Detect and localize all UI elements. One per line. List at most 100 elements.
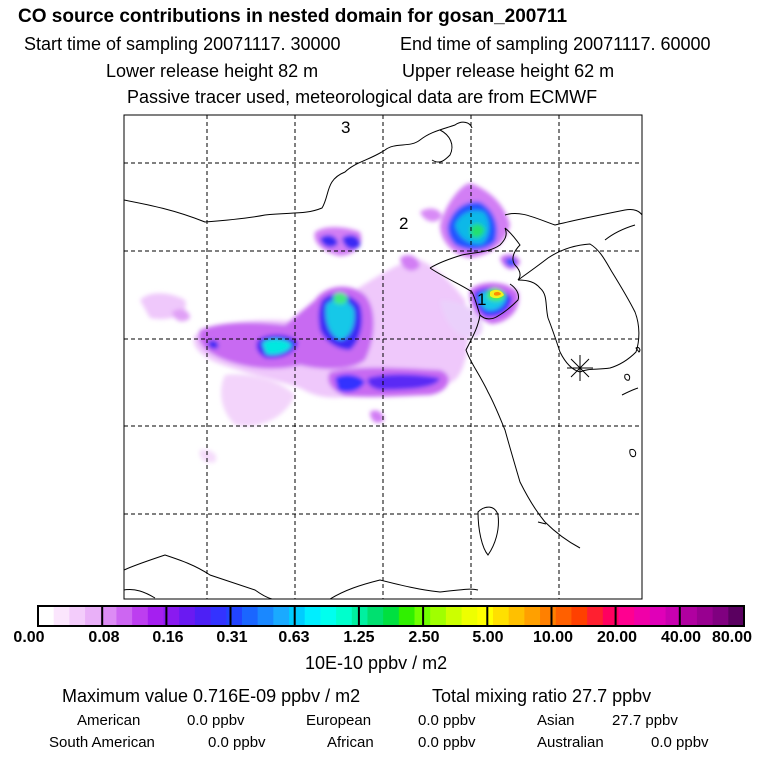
island bbox=[537, 521, 547, 525]
colorbar-cell bbox=[147, 606, 165, 626]
plume-faint bbox=[440, 300, 483, 339]
marker-1: 1 bbox=[477, 290, 486, 309]
marker-2: 2 bbox=[399, 214, 408, 233]
island bbox=[477, 506, 499, 556]
asterisk-receptor-icon bbox=[567, 355, 593, 381]
colorbar-cell bbox=[257, 606, 274, 626]
colorbar-cell bbox=[696, 606, 714, 626]
colorbar-label: 0.00 bbox=[13, 629, 45, 646]
plume-faint bbox=[199, 449, 217, 463]
colorbar-cell bbox=[681, 606, 698, 626]
marker-3: 3 bbox=[341, 118, 350, 137]
colorbar-cell bbox=[461, 606, 478, 626]
border-line bbox=[124, 554, 273, 599]
coastline bbox=[621, 387, 639, 396]
australian-value: 0.0 ppbv bbox=[651, 734, 709, 751]
colorbar-cell bbox=[383, 606, 400, 626]
colorbar-label: 1.25 bbox=[343, 629, 375, 646]
colorbar-label: 10.00 bbox=[532, 629, 574, 646]
colorbar-label: 0.63 bbox=[278, 629, 310, 646]
total-mixing-ratio: Total mixing ratio 27.7 ppbv bbox=[432, 686, 652, 706]
colorbar-cell bbox=[226, 606, 243, 626]
colorbar-cell bbox=[492, 606, 510, 626]
colorbar-cell bbox=[571, 606, 588, 626]
colorbar-cell bbox=[540, 606, 557, 626]
colorbar-cell bbox=[602, 606, 620, 626]
border-line bbox=[504, 209, 642, 226]
plume-cyan bbox=[325, 299, 355, 340]
south-american-value: 0.0 ppbv bbox=[208, 734, 266, 751]
plume-purple bbox=[172, 309, 190, 322]
colorbar-cell bbox=[241, 606, 259, 626]
colorbar-cell bbox=[320, 606, 337, 626]
coastline bbox=[465, 314, 581, 549]
colorbar-label: 0.08 bbox=[88, 629, 120, 646]
korea-coast bbox=[517, 279, 549, 319]
plume-purple bbox=[420, 208, 442, 222]
maximum-value: Maximum value 0.716E-09 ppbv / m2 bbox=[62, 686, 361, 706]
american-label: American bbox=[77, 712, 141, 729]
island bbox=[624, 373, 631, 381]
colorbar-label: 0.31 bbox=[216, 629, 248, 646]
colorbar-cell bbox=[289, 606, 306, 626]
coastline bbox=[604, 224, 636, 241]
colorbar-cell bbox=[665, 606, 682, 626]
border-line bbox=[124, 589, 156, 599]
south-american-label: South American bbox=[49, 734, 155, 751]
colorbar-cell bbox=[179, 606, 196, 626]
colorbar-cell bbox=[649, 606, 667, 626]
colorbar-cell bbox=[618, 606, 635, 626]
colorbar-cell bbox=[38, 606, 55, 626]
start-time: Start time of sampling 20071117. 30000 bbox=[24, 34, 341, 54]
colorbar-cell bbox=[634, 606, 651, 626]
colorbar-cell bbox=[430, 606, 447, 626]
colorbar-cell bbox=[367, 606, 384, 626]
colorbar-cell bbox=[524, 606, 541, 626]
colorbar-cell bbox=[728, 606, 745, 626]
colorbar-label: 5.00 bbox=[472, 629, 504, 646]
plume-blue bbox=[208, 340, 219, 349]
plume-blue bbox=[335, 374, 365, 392]
colorbar-cell bbox=[508, 606, 525, 626]
colorbar-cell bbox=[132, 606, 149, 626]
colorbar-label: 0.16 bbox=[152, 629, 184, 646]
border-line bbox=[124, 121, 473, 223]
colorbar-cell bbox=[210, 606, 227, 626]
plume-cyan bbox=[262, 339, 292, 355]
plume-purple bbox=[400, 255, 420, 271]
colorbar-cell bbox=[194, 606, 212, 626]
colorbar-cell bbox=[69, 606, 86, 626]
grid-lines bbox=[124, 115, 642, 599]
colorbar bbox=[38, 606, 745, 626]
colorbar-cell bbox=[85, 606, 102, 626]
colorbar-cell bbox=[445, 606, 463, 626]
colorbar-cell bbox=[712, 606, 729, 626]
colorbar-unit: 10E-10 ppbv / m2 bbox=[305, 653, 448, 673]
plume-hotspot bbox=[494, 291, 501, 296]
colorbar-cell bbox=[100, 606, 118, 626]
european-label: European bbox=[306, 712, 372, 729]
colorbar-frame bbox=[37, 605, 745, 627]
colorbar-label: 2.50 bbox=[408, 629, 440, 646]
colorbar-label: 20.00 bbox=[596, 629, 638, 646]
coastline-layer bbox=[124, 121, 642, 599]
colorbar-cell bbox=[477, 606, 494, 626]
colorbar-cell bbox=[336, 606, 353, 626]
colorbar-cell bbox=[587, 606, 604, 626]
island bbox=[635, 347, 641, 353]
plume-purple bbox=[370, 410, 384, 423]
plume-layer bbox=[140, 183, 520, 463]
colorbar-label: 80.00 bbox=[711, 629, 753, 646]
colorbar-label: 40.00 bbox=[660, 629, 702, 646]
map-frame bbox=[123, 114, 643, 600]
colorbar-cell bbox=[398, 606, 416, 626]
colorbar-cell bbox=[351, 606, 369, 626]
australian-label: Australian bbox=[537, 734, 604, 751]
plume-faint bbox=[221, 374, 295, 427]
european-value: 0.0 ppbv bbox=[418, 712, 476, 729]
african-value: 0.0 ppbv bbox=[418, 734, 476, 751]
plume-blue bbox=[367, 374, 440, 390]
colorbar-cell bbox=[273, 606, 290, 626]
lower-release-height: Lower release height 82 m bbox=[106, 61, 319, 81]
figure-title: CO source contributions in nested domain… bbox=[18, 6, 568, 27]
